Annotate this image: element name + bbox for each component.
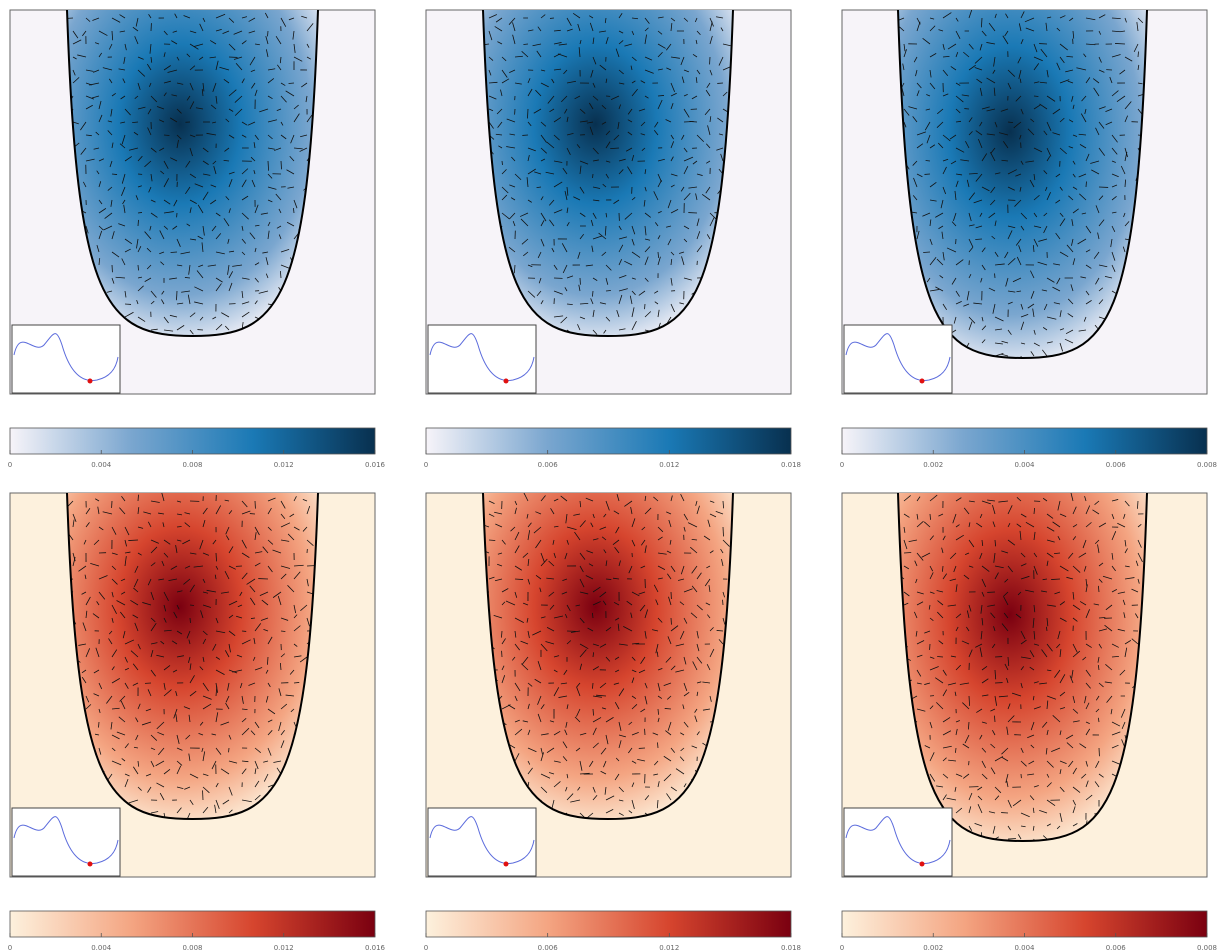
arrow xyxy=(138,212,142,213)
arrow xyxy=(138,220,139,226)
arrow xyxy=(689,121,697,122)
colorbar-tick-label: 0.004 xyxy=(1014,944,1035,951)
arrow xyxy=(190,605,194,606)
colorbar-tick-label: 0 xyxy=(8,461,12,469)
arrow xyxy=(658,709,659,715)
colorbar xyxy=(426,911,791,937)
arrow xyxy=(717,630,723,631)
arrow xyxy=(665,708,671,709)
arrow xyxy=(981,18,982,27)
inset-marker xyxy=(88,862,93,867)
arrow xyxy=(128,540,138,541)
colorbar-tick-label: 0 xyxy=(424,944,428,951)
colorbar-tick-label: 0.006 xyxy=(538,944,559,951)
colorbar-tick-label: 0.018 xyxy=(781,944,801,951)
colorbar-tick-label: 0.012 xyxy=(659,944,679,951)
arrow xyxy=(281,161,282,169)
colorbar-tick-label: 0.008 xyxy=(182,461,202,469)
flow-field xyxy=(483,10,733,336)
inset xyxy=(12,325,120,393)
colorbar-tick-label: 0.004 xyxy=(91,461,112,469)
arrow xyxy=(658,95,664,96)
colorbar-tick-label: 0.012 xyxy=(659,461,679,469)
inset xyxy=(844,325,952,393)
arrow xyxy=(1138,51,1139,57)
arrow xyxy=(1008,838,1016,839)
colorbar-tick-label: 0.012 xyxy=(274,461,294,469)
arrow xyxy=(185,277,190,278)
colorbar-tick-label: 0.006 xyxy=(1106,944,1127,951)
colorbar-tick-label: 0.012 xyxy=(274,944,294,951)
arrow xyxy=(592,683,593,689)
arrow xyxy=(1051,579,1060,580)
arrow xyxy=(289,83,294,84)
flow-field xyxy=(67,493,318,819)
arrow xyxy=(515,579,523,580)
figure: 0 0.004 0.008 0.012 0.016 0 0.006 0.012 0.018 0 0.… xyxy=(0,0,1217,951)
inset-marker xyxy=(920,862,925,867)
arrow xyxy=(501,631,502,638)
colorbar-tick-label: 0.008 xyxy=(1197,944,1217,951)
colorbar-tick-label: 0.016 xyxy=(365,461,386,469)
colorbar-tick-label: 0.002 xyxy=(923,461,943,469)
colorbar-tick-label: 0.008 xyxy=(182,944,202,951)
inset xyxy=(12,808,120,876)
arrow xyxy=(930,514,931,520)
colorbar-tick-label: 0.004 xyxy=(1014,461,1035,469)
colorbar-tick-label: 0.006 xyxy=(538,461,559,469)
flow-field xyxy=(67,10,318,336)
arrow xyxy=(138,265,139,270)
arrow xyxy=(994,716,995,722)
colorbar-tick-label: 0.002 xyxy=(923,944,943,951)
inset xyxy=(844,808,952,876)
arrow xyxy=(267,657,268,665)
colorbar-tick-label: 0 xyxy=(424,461,428,469)
colorbar xyxy=(426,428,791,454)
inset xyxy=(428,325,536,393)
arrow xyxy=(593,709,594,716)
arrow xyxy=(606,290,611,291)
inset-marker xyxy=(504,862,509,867)
colorbar-tick-label: 0.004 xyxy=(91,944,112,951)
inset-marker xyxy=(504,379,509,384)
page: 0 0.004 0.008 0.012 0.016 0 0.006 0.012 0.018 0 0.… xyxy=(0,0,1217,951)
arrow xyxy=(926,160,930,161)
arrow xyxy=(176,291,177,300)
arrow xyxy=(251,618,255,619)
colorbar-tick-label: 0.008 xyxy=(1197,461,1217,469)
arrow xyxy=(216,553,217,561)
arrow xyxy=(606,579,611,580)
colorbar-tick-label: 0 xyxy=(840,944,844,951)
colorbar-tick-label: 0.016 xyxy=(365,944,386,951)
colorbar-tick-label: 0 xyxy=(8,944,12,951)
inset xyxy=(428,808,536,876)
flow-field xyxy=(898,10,1147,358)
arrow xyxy=(138,495,139,501)
arrow xyxy=(1137,501,1138,509)
arrow xyxy=(592,291,593,297)
inset-marker xyxy=(88,379,93,384)
colorbar-tick-label: 0 xyxy=(840,461,844,469)
colorbar-tick-label: 0.006 xyxy=(1106,461,1127,469)
arrow xyxy=(1115,43,1125,44)
colorbar-tick-label: 0.018 xyxy=(781,461,801,469)
flow-field xyxy=(898,493,1147,841)
arrow xyxy=(98,722,99,728)
inset-marker xyxy=(920,379,925,384)
arrow xyxy=(923,252,930,253)
arrow xyxy=(489,540,495,541)
arrow xyxy=(293,208,294,213)
arrow xyxy=(527,109,528,118)
arrow xyxy=(904,552,911,553)
arrow xyxy=(294,682,299,683)
arrow xyxy=(955,748,956,753)
